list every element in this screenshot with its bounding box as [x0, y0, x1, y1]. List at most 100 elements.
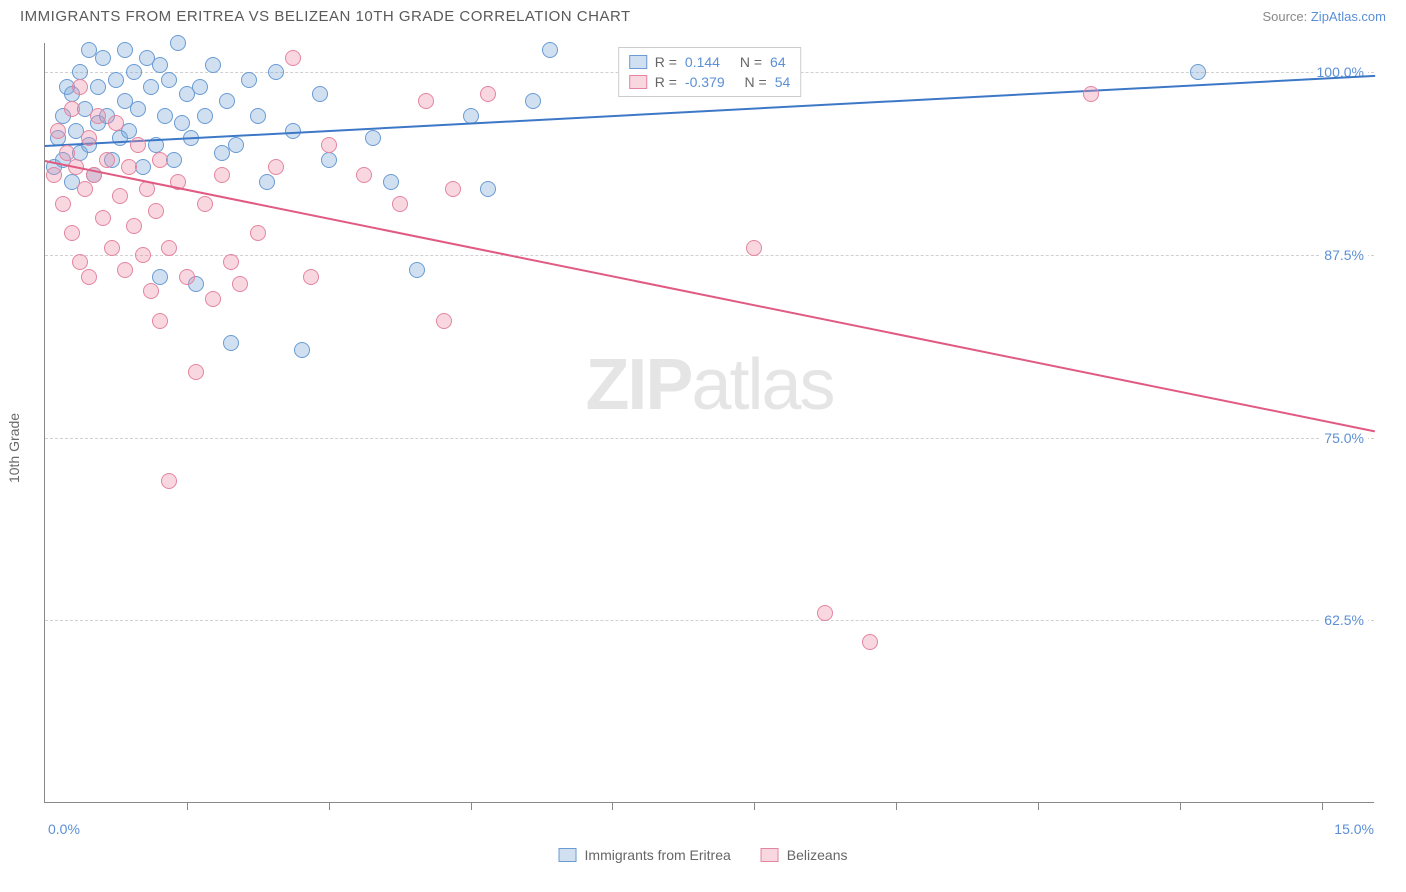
y-tick-label: 75.0% [1320, 430, 1368, 446]
x-tick [1322, 802, 1323, 810]
data-point [81, 269, 97, 285]
data-point [542, 42, 558, 58]
data-point [59, 145, 75, 161]
data-point [64, 101, 80, 117]
data-point [95, 50, 111, 66]
data-point [365, 130, 381, 146]
source-link[interactable]: ZipAtlas.com [1311, 9, 1386, 24]
r-value-eritrea: 0.144 [685, 54, 720, 70]
data-point [135, 247, 151, 263]
data-point [197, 196, 213, 212]
data-point [205, 57, 221, 73]
data-point [161, 240, 177, 256]
data-point [312, 86, 328, 102]
data-point [409, 262, 425, 278]
data-point [117, 262, 133, 278]
gridline [45, 438, 1374, 439]
data-point [143, 79, 159, 95]
stats-row-eritrea: R = 0.144 N = 64 [629, 52, 791, 72]
data-point [152, 313, 168, 329]
gridline [45, 620, 1374, 621]
data-point [436, 313, 452, 329]
data-point [117, 42, 133, 58]
swatch-eritrea [629, 55, 647, 69]
data-point [64, 225, 80, 241]
n-value-belizean: 54 [775, 74, 791, 90]
legend-item-eritrea: Immigrants from Eritrea [559, 847, 731, 863]
x-tick [1038, 802, 1039, 810]
x-tick [1180, 802, 1181, 810]
data-point [81, 130, 97, 146]
chart-container: 10th Grade ZIPatlas R = 0.144 N = 64 R =… [0, 33, 1406, 863]
data-point [817, 605, 833, 621]
data-point [232, 276, 248, 292]
data-point [480, 86, 496, 102]
data-point [214, 167, 230, 183]
data-point [392, 196, 408, 212]
x-tick [896, 802, 897, 810]
swatch-belizean [629, 75, 647, 89]
data-point [104, 240, 120, 256]
x-tick [471, 802, 472, 810]
data-point [285, 50, 301, 66]
legend-item-belizean: Belizeans [761, 847, 848, 863]
data-point [161, 72, 177, 88]
data-point [862, 634, 878, 650]
data-point [250, 225, 266, 241]
data-point [223, 254, 239, 270]
data-point [480, 181, 496, 197]
data-point [90, 79, 106, 95]
data-point [108, 72, 124, 88]
swatch-icon [761, 848, 779, 862]
data-point [445, 181, 461, 197]
data-point [143, 283, 159, 299]
data-point [72, 79, 88, 95]
data-point [418, 93, 434, 109]
data-point [55, 196, 71, 212]
x-tick [754, 802, 755, 810]
data-point [1083, 86, 1099, 102]
data-point [179, 269, 195, 285]
data-point [126, 64, 142, 80]
data-point [525, 93, 541, 109]
data-point [1190, 64, 1206, 80]
data-point [108, 115, 124, 131]
data-point [228, 137, 244, 153]
data-point [188, 364, 204, 380]
x-axis-min-label: 0.0% [48, 821, 80, 837]
data-point [268, 159, 284, 175]
data-point [259, 174, 275, 190]
y-axis-label: 10th Grade [6, 413, 22, 483]
source-label: Source: ZipAtlas.com [1262, 9, 1386, 24]
data-point [174, 115, 190, 131]
gridline [45, 255, 1374, 256]
data-point [112, 188, 128, 204]
plot-area: ZIPatlas R = 0.144 N = 64 R = -0.379 N =… [44, 43, 1374, 803]
data-point [223, 335, 239, 351]
data-point [95, 210, 111, 226]
data-point [99, 152, 115, 168]
data-point [157, 108, 173, 124]
data-point [72, 64, 88, 80]
data-point [130, 101, 146, 117]
data-point [383, 174, 399, 190]
watermark: ZIPatlas [585, 344, 833, 426]
data-point [250, 108, 266, 124]
title-bar: IMMIGRANTS FROM ERITREA VS BELIZEAN 10TH… [0, 0, 1406, 33]
data-point [77, 181, 93, 197]
data-point [170, 35, 186, 51]
r-value-belizean: -0.379 [685, 74, 725, 90]
series-legend: Immigrants from Eritrea Belizeans [559, 847, 848, 863]
data-point [294, 342, 310, 358]
data-point [746, 240, 762, 256]
x-tick [187, 802, 188, 810]
swatch-icon [559, 848, 577, 862]
data-point [130, 137, 146, 153]
data-point [50, 123, 66, 139]
n-value-eritrea: 64 [770, 54, 786, 70]
data-point [205, 291, 221, 307]
data-point [268, 64, 284, 80]
data-point [356, 167, 372, 183]
trend-line [45, 160, 1375, 432]
data-point [90, 108, 106, 124]
